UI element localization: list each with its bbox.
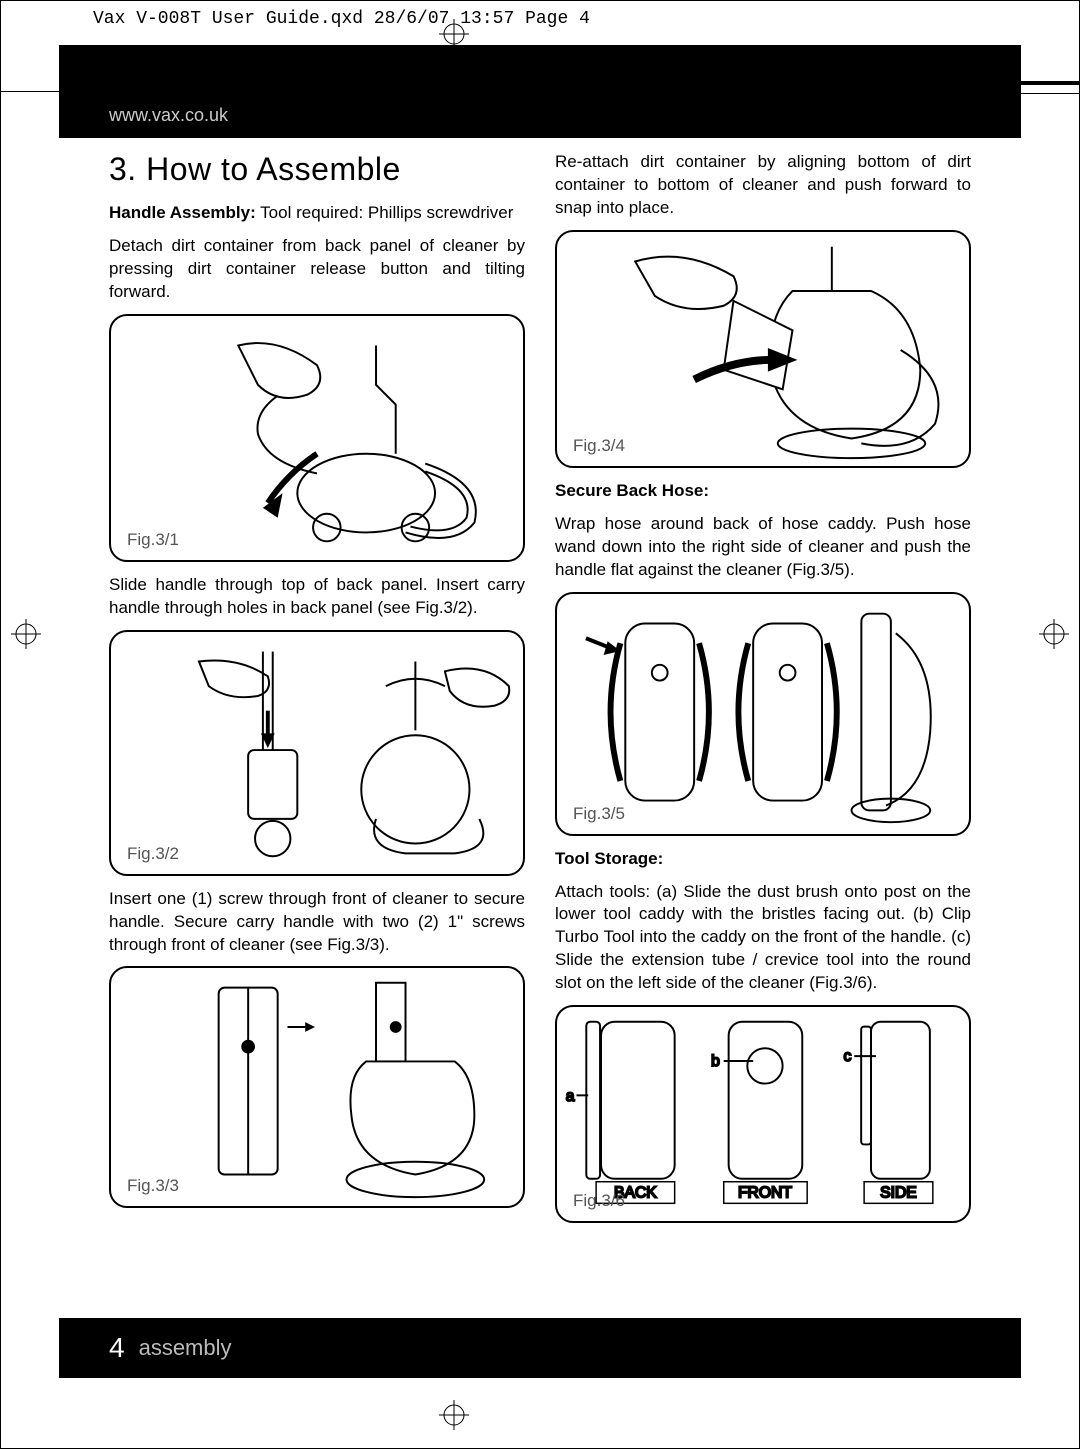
section-title: 3. How to Assemble: [109, 151, 525, 188]
trim-line-right-thin: [1021, 93, 1079, 94]
trim-line-left: [1, 91, 59, 92]
header-url: www.vax.co.uk: [109, 105, 228, 126]
figure-3-1: Fig.3/1: [109, 314, 525, 562]
figure-3-3: Fig.3/3: [109, 966, 525, 1208]
fig-3-3-label: Fig.3/3: [127, 1176, 179, 1196]
fig-3-1-label: Fig.3/1: [127, 530, 179, 550]
secure-hose-heading: Secure Back Hose:: [555, 480, 971, 503]
figure-3-4: Fig.3/4: [555, 230, 971, 468]
left-p1: Detach dirt container from back panel of…: [109, 235, 525, 304]
handle-assembly-line: Handle Assembly: Tool required: Phillips…: [109, 202, 525, 225]
secure-hose-label: Secure Back Hose:: [555, 481, 709, 500]
registration-mark-left: [11, 619, 41, 649]
tool-storage-label: Tool Storage:: [555, 849, 663, 868]
footer-page-number: 4: [109, 1332, 125, 1364]
figure-3-2: Fig.3/2: [109, 630, 525, 876]
footer-section-name: assembly: [139, 1335, 232, 1361]
right-p1: Re-attach dirt container by aligning bot…: [555, 151, 971, 220]
right-p2: Wrap hose around back of hose caddy. Pus…: [555, 513, 971, 582]
fig6-annot-a: a: [566, 1088, 575, 1105]
fig6-annot-c: c: [844, 1048, 852, 1065]
print-meta-header: Vax V-008T User Guide.qxd 28/6/07 13:57 …: [93, 9, 590, 29]
handle-assembly-label: Handle Assembly:: [109, 203, 256, 222]
header-black-band: www.vax.co.uk: [59, 45, 1021, 138]
footer-black-band: 4 assembly: [59, 1318, 1021, 1378]
fig-3-5-label: Fig.3/5: [573, 804, 625, 824]
fig6-annot-b: b: [711, 1053, 720, 1070]
fig6-side-label: SIDE: [880, 1185, 917, 1202]
figure-3-5: Fig.3/5: [555, 592, 971, 836]
right-p3: Attach tools: (a) Slide the dust brush o…: [555, 881, 971, 996]
fig-3-6-label: Fig.3/6: [573, 1191, 625, 1211]
fig6-front-label: FRONT: [738, 1185, 792, 1202]
left-column: 3. How to Assemble Handle Assembly: Tool…: [109, 151, 525, 1228]
trim-line-right-thick: [1021, 81, 1079, 85]
tool-storage-heading: Tool Storage:: [555, 848, 971, 871]
registration-mark-bottom: [439, 1400, 469, 1430]
fig-3-4-label: Fig.3/4: [573, 436, 625, 456]
fig-3-2-label: Fig.3/2: [127, 844, 179, 864]
left-p2: Slide handle through top of back panel. …: [109, 574, 525, 620]
content-area: 3. How to Assemble Handle Assembly: Tool…: [109, 151, 971, 1228]
left-p3: Insert one (1) screw through front of cl…: [109, 888, 525, 957]
figure-3-6: a BACK b FRONT: [555, 1005, 971, 1223]
registration-mark-right: [1039, 619, 1069, 649]
handle-assembly-text: Tool required: Phillips screwdriver: [256, 203, 514, 222]
right-column: Re-attach dirt container by aligning bot…: [555, 151, 971, 1228]
